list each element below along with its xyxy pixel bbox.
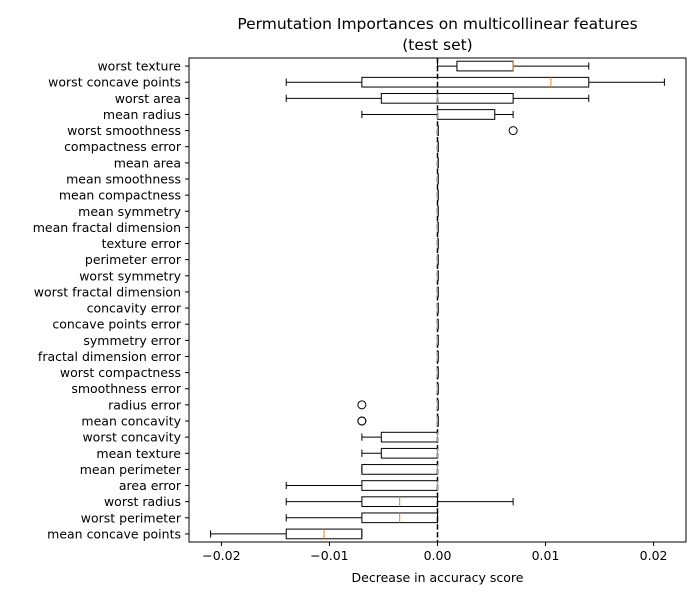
y-tick-label-mean-smoothness: mean smoothness	[66, 172, 181, 187]
x-tick-label-0: −0.02	[202, 548, 240, 563]
y-tick-label-worst-fractal-dimension: worst fractal dimension	[34, 284, 181, 299]
y-tick-label-smoothness-error: smoothness error	[71, 381, 182, 396]
y-tick-label-fractal-dimension-error: fractal dimension error	[38, 349, 182, 364]
x-tick-label-2: 0.00	[424, 548, 452, 563]
y-tick-label-worst-area: worst area	[115, 91, 181, 106]
y-tick-label-perimeter-error: perimeter error	[85, 252, 182, 267]
y-tick-label-worst-compactness: worst compactness	[60, 365, 181, 380]
y-tick-label-concave-points-error: concave points error	[52, 317, 182, 332]
flier-mean-concavity-1	[357, 416, 367, 426]
box-worst-area	[380, 92, 514, 104]
y-tick-label-worst-concave-points: worst concave points	[48, 75, 181, 90]
x-axis-label: Decrease in accuracy score	[352, 570, 524, 585]
y-tick-label-worst-perimeter: worst perimeter	[81, 510, 182, 525]
y-tick-label-mean-symmetry: mean symmetry	[78, 204, 181, 219]
y-tick-label-mean-radius: mean radius	[103, 107, 181, 122]
chart-title: Permutation Importances on multicollinea…	[237, 15, 637, 33]
box-worst-concavity	[380, 431, 438, 443]
y-tick-label-mean-texture: mean texture	[96, 446, 181, 461]
y-tick-label-texture-error: texture error	[102, 236, 182, 251]
y-tick-label-radius-error: radius error	[108, 397, 182, 412]
y-tick-label-concavity-error: concavity error	[87, 301, 182, 316]
y-tick-label-area-error: area error	[119, 478, 182, 493]
flier-radius-error-0	[357, 400, 367, 410]
y-tick-label-mean-perimeter: mean perimeter	[80, 462, 182, 477]
y-tick-label-symmetry-error: symmetry error	[83, 333, 181, 348]
y-tick-label-mean-concavity: mean concavity	[81, 414, 181, 429]
y-tick-label-worst-concavity: worst concavity	[82, 430, 181, 445]
flier-worst-smoothness-0	[508, 126, 518, 136]
box-mean-radius	[437, 109, 496, 120]
chart-subtitle: (test set)	[402, 36, 472, 54]
x-tick-label-3: 0.01	[532, 548, 560, 563]
x-tick-label-4: 0.02	[640, 548, 668, 563]
box-mean-perimeter	[361, 464, 438, 475]
box-worst-concave-points	[361, 76, 590, 88]
box-mean-texture	[380, 447, 438, 459]
y-tick-label-mean-fractal-dimension: mean fractal dimension	[33, 220, 181, 235]
y-tick-label-worst-smoothness: worst smoothness	[67, 123, 181, 138]
y-tick-label-worst-symmetry: worst symmetry	[79, 268, 181, 283]
x-tick-label-1: −0.01	[310, 548, 348, 563]
box-worst-texture	[456, 60, 514, 72]
y-tick-label-mean-compactness: mean compactness	[59, 188, 181, 203]
box-area-error	[361, 480, 438, 491]
y-tick-label-mean-concave-points: mean concave points	[47, 526, 181, 541]
y-tick-label-worst-radius: worst radius	[104, 494, 181, 509]
y-tick-label-compactness-error: compactness error	[64, 139, 182, 154]
y-tick-label-worst-texture: worst texture	[97, 59, 181, 74]
y-tick-label-mean-area: mean area	[114, 155, 181, 170]
